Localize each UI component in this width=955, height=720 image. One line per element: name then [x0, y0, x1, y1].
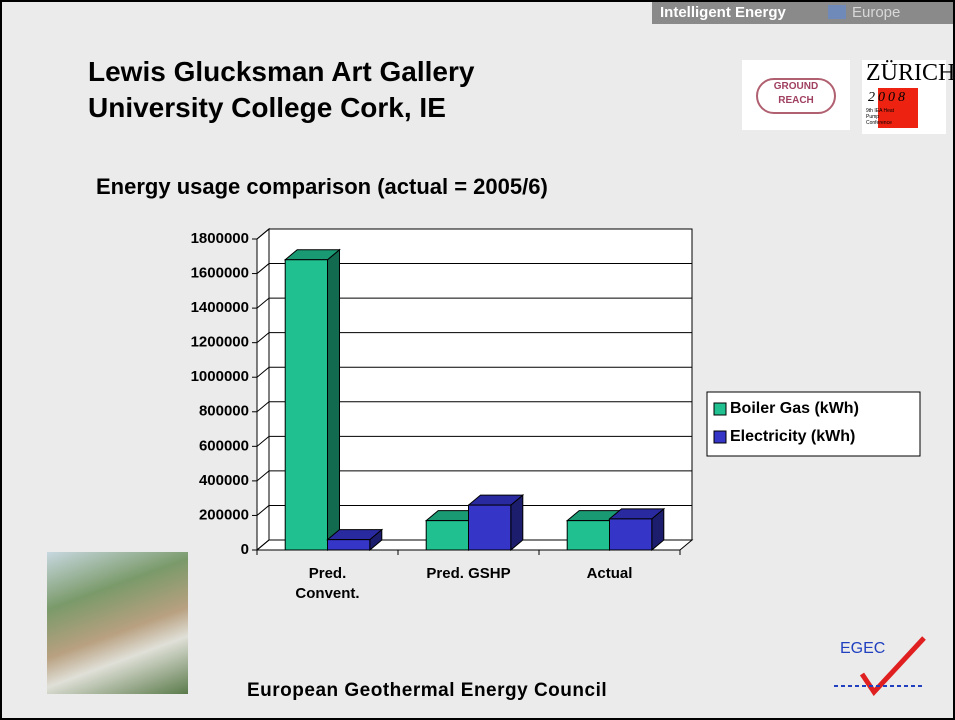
y-tick-label: 1000000	[191, 368, 249, 385]
legend-label: Boiler Gas (kWh)	[730, 400, 859, 417]
y-tick-label: 1400000	[191, 299, 249, 316]
footer: European Geothermal Energy Council	[247, 680, 607, 702]
slide: Intelligent Energy Europe Lewis Glucksma…	[0, 0, 955, 720]
gallery-photo	[47, 552, 188, 694]
bar	[328, 540, 370, 550]
legend-label: Electricity (kWh)	[730, 428, 855, 445]
bar	[610, 519, 652, 550]
y-tick-label: 800000	[199, 403, 249, 420]
egec-logo: EGEC	[832, 634, 928, 696]
x-tick-label: Pred. Convent.	[280, 564, 376, 604]
y-tick-label: 0	[241, 541, 249, 558]
bar	[469, 505, 511, 550]
bar	[567, 521, 609, 550]
side-wall	[257, 229, 269, 550]
y-tick-label: 1600000	[191, 265, 249, 282]
legend-swatch	[714, 403, 726, 415]
x-tick-label: Actual	[562, 564, 658, 584]
bar-side	[328, 250, 340, 550]
x-tick-label: Pred. GSHP	[421, 564, 517, 584]
check	[862, 638, 924, 692]
y-tick-label: 1200000	[191, 334, 249, 351]
logo-mark	[832, 634, 928, 696]
bar	[285, 260, 327, 550]
bar	[426, 521, 468, 550]
y-tick-label: 600000	[199, 437, 249, 454]
y-tick-label: 200000	[199, 506, 249, 523]
y-tick-label: 1800000	[191, 230, 249, 247]
y-tick-label: 400000	[199, 472, 249, 489]
legend-swatch	[714, 431, 726, 443]
